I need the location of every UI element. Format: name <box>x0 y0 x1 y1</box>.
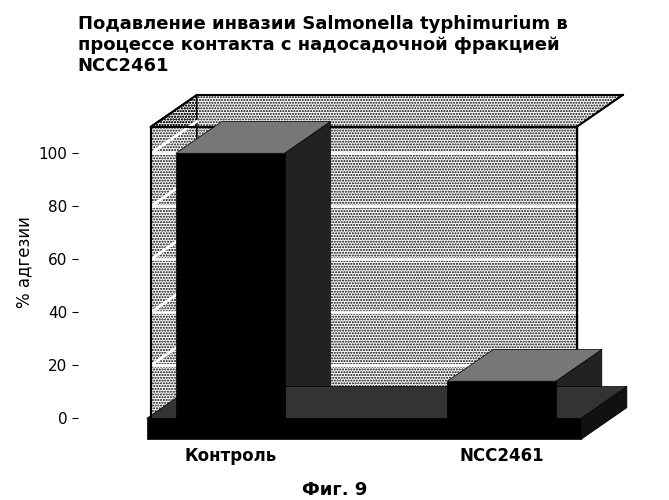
Polygon shape <box>581 386 627 440</box>
Polygon shape <box>147 386 627 418</box>
Polygon shape <box>176 122 330 154</box>
Bar <box>448 381 556 418</box>
Polygon shape <box>151 95 197 418</box>
Polygon shape <box>556 350 602 418</box>
Text: Фиг. 9: Фиг. 9 <box>302 481 367 499</box>
Text: Подавление инвазии Salmonella typhimurium в
процессе контакта с надосадочной фра: Подавление инвазии Salmonella typhimuriu… <box>78 15 567 74</box>
Bar <box>151 127 577 418</box>
Polygon shape <box>448 350 602 381</box>
Bar <box>176 154 284 418</box>
Y-axis label: % адгезии: % адгезии <box>15 216 33 308</box>
Bar <box>151 127 577 418</box>
Polygon shape <box>151 95 623 127</box>
Bar <box>147 418 581 440</box>
Polygon shape <box>284 122 330 418</box>
